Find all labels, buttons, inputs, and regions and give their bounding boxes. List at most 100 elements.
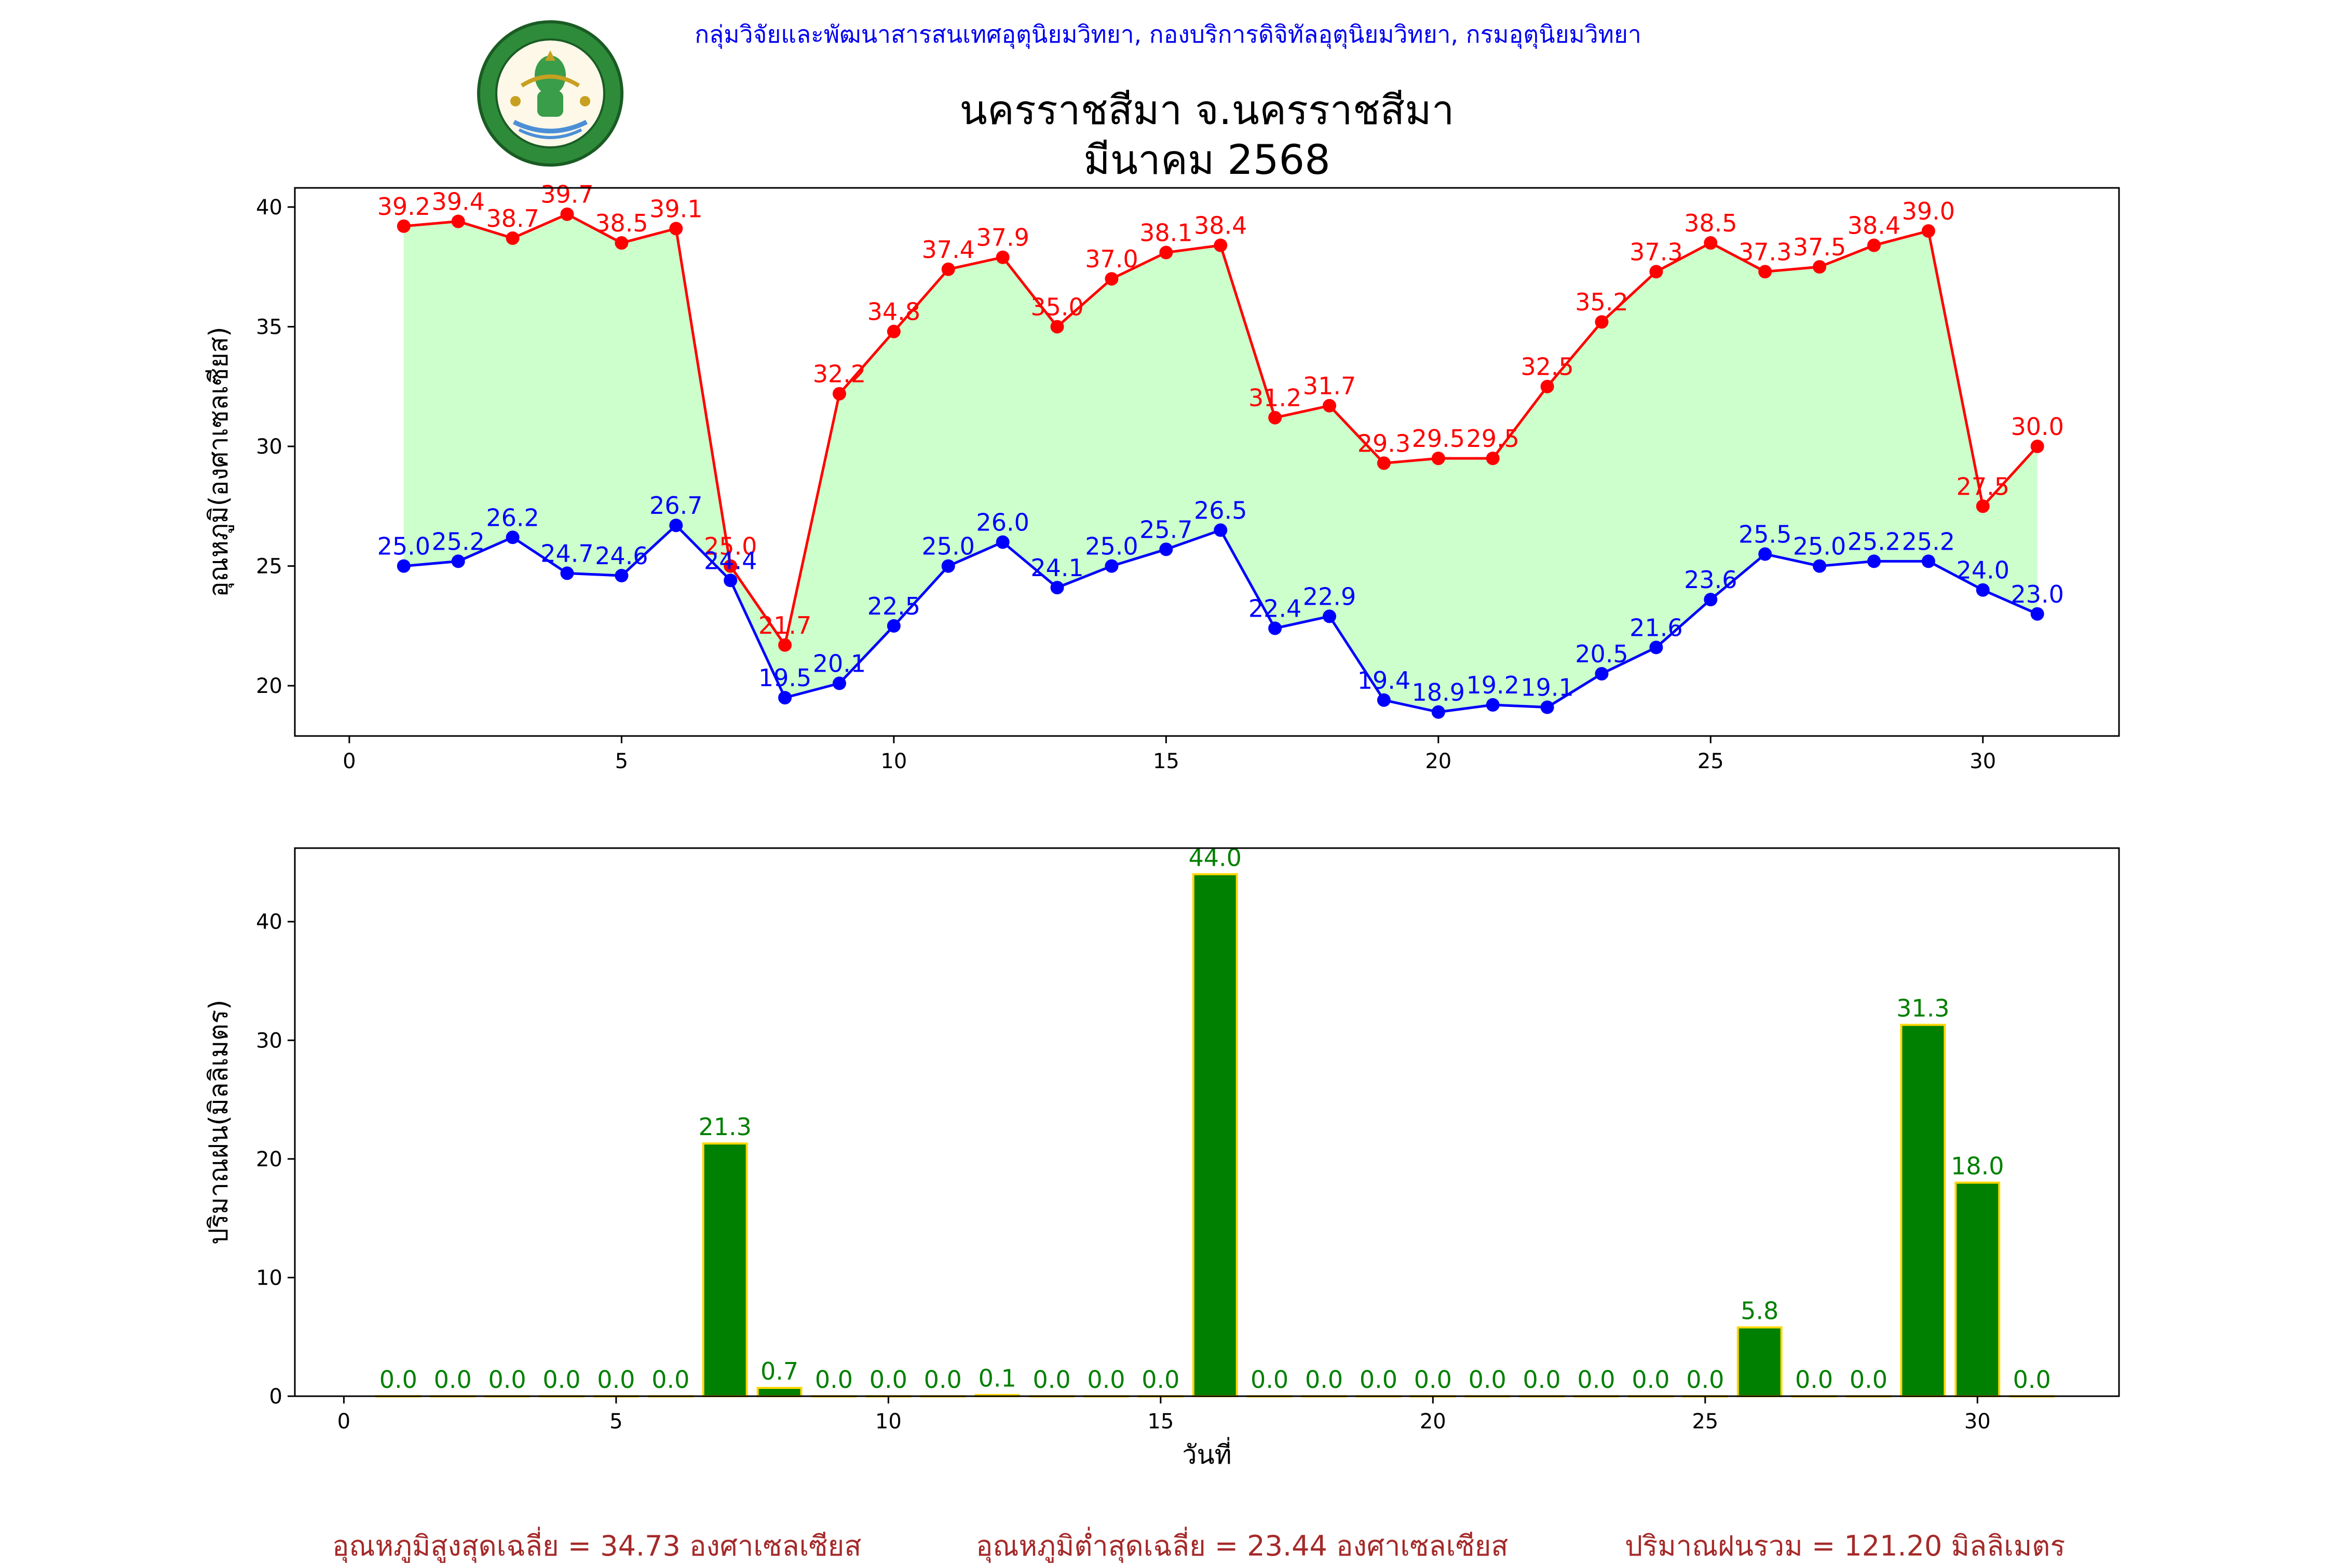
temp-min-label: 25.0 <box>1085 533 1138 561</box>
temp-min-point <box>2030 607 2044 621</box>
temp-min-point <box>1377 693 1391 707</box>
temp-max-point <box>1486 452 1500 466</box>
temp-max-point <box>1921 224 1935 238</box>
rain-x-axis-label: วันที่ <box>1182 1437 1231 1470</box>
temp-min-label: 24.1 <box>1030 554 1083 582</box>
temp-max-point <box>832 387 846 401</box>
rain-x-tick-label: 20 <box>1420 1410 1446 1434</box>
temp-min-point <box>1105 559 1119 573</box>
temp-min-label: 20.1 <box>813 650 866 678</box>
temp-max-point <box>669 222 683 236</box>
temp-max-point <box>397 219 411 233</box>
temp-min-point <box>1595 667 1609 681</box>
rain-value-label: 0.0 <box>1305 1366 1343 1394</box>
rain-y-tick-label: 40 <box>256 910 282 934</box>
rain-value-label: 0.0 <box>1686 1366 1724 1394</box>
temp-max-label: 38.4 <box>1194 212 1247 240</box>
temp-max-label: 27.5 <box>1957 472 2009 500</box>
temp-max-point <box>1976 499 1990 513</box>
temp-min-point <box>1431 705 1445 719</box>
rain-value-label: 0.7 <box>760 1357 798 1385</box>
temp-max-label: 37.3 <box>1739 238 1791 266</box>
temp-max-label: 39.4 <box>431 188 484 216</box>
temp-max-point <box>1649 265 1663 279</box>
temp-min-label: 24.7 <box>540 539 593 567</box>
temp-min-point <box>832 676 846 690</box>
rain-y-tick-label: 30 <box>256 1029 282 1053</box>
temp-min-label: 25.2 <box>431 527 484 555</box>
temp-min-label: 25.0 <box>377 533 430 561</box>
temp-max-point <box>1159 246 1173 260</box>
rain-value-label: 0.0 <box>1795 1366 1833 1394</box>
temp-min-point <box>1214 523 1228 537</box>
rain-value-label: 0.0 <box>924 1366 962 1394</box>
rain-x-tick-label: 15 <box>1147 1410 1174 1434</box>
temp-min-label: 25.5 <box>1739 521 1791 549</box>
temp-min-label: 19.2 <box>1466 671 1519 699</box>
temp-min-point <box>451 554 465 568</box>
rain-bar <box>702 1142 748 1397</box>
temp-min-label: 19.4 <box>1357 666 1410 694</box>
temp-max-point <box>1105 272 1119 286</box>
temp-max-label: 37.3 <box>1629 238 1682 266</box>
rain-value-label: 0.0 <box>870 1366 907 1394</box>
rain-value-label: 0.0 <box>815 1366 853 1394</box>
temp-max-label: 35.0 <box>1030 293 1083 321</box>
temp-max-label: 37.4 <box>922 236 975 264</box>
temp-min-point <box>724 574 738 588</box>
rain-value-label: 0.0 <box>1632 1366 1669 1394</box>
temp-max-point <box>615 236 629 250</box>
temp-max-point <box>778 638 792 652</box>
rain-value-label: 0.0 <box>597 1366 635 1394</box>
rain-value-label: 0.0 <box>1523 1366 1561 1394</box>
temp-max-label: 38.5 <box>1684 209 1737 237</box>
temp-min-point <box>1921 554 1935 568</box>
temp-y-tick-label: 20 <box>256 674 282 698</box>
rain-x-tick-label: 25 <box>1692 1410 1718 1434</box>
meteorological-department-logo <box>477 20 623 167</box>
rain-value-label: 0.0 <box>1360 1366 1397 1394</box>
temp-max-point <box>1323 399 1337 413</box>
temp-min-label: 24.6 <box>595 542 648 570</box>
temp-x-tick-label: 10 <box>880 749 907 773</box>
rain-x-tick-label: 5 <box>609 1410 622 1434</box>
temp-min-point <box>1976 583 1990 597</box>
total-rainfall: ปริมาณฝนรวม = 121.20 มิลลิเมตร <box>1625 1530 2066 1562</box>
rain-value-label: 0.0 <box>434 1366 472 1394</box>
temp-min-label: 25.2 <box>1848 527 1900 555</box>
rain-y-axis-label: ปริมาณฝน(มิลลิเมตร) <box>203 1000 234 1245</box>
temp-max-label: 35.2 <box>1575 288 1628 316</box>
temp-x-tick-label: 25 <box>1697 749 1724 773</box>
temp-max-point <box>1595 315 1609 329</box>
rain-bar <box>1954 1181 2001 1398</box>
temp-min-label: 26.0 <box>976 508 1029 536</box>
rain-value-label: 0.0 <box>651 1366 689 1394</box>
temp-max-point <box>1813 260 1827 274</box>
rain-value-label: 0.0 <box>1577 1366 1615 1394</box>
temp-max-point <box>560 207 574 221</box>
temp-min-label: 25.2 <box>1902 527 1955 555</box>
rain-value-label: 0.0 <box>1142 1366 1179 1394</box>
temp-x-tick-label: 30 <box>1970 749 1996 773</box>
temp-max-label: 34.8 <box>867 298 920 326</box>
temp-max-label: 31.7 <box>1303 372 1356 400</box>
temp-min-point <box>1486 698 1500 712</box>
temp-max-label: 39.0 <box>1902 197 1955 225</box>
temp-min-label: 21.6 <box>1629 613 1682 642</box>
temp-max-label: 38.1 <box>1139 219 1192 247</box>
chart-title: นครราชสีมา จ.นครราชสีมา มีนาคม 2568 <box>0 86 2336 185</box>
temp-min-point <box>506 530 520 544</box>
temp-min-point <box>1704 593 1718 607</box>
rain-x-tick-label: 30 <box>1964 1410 1991 1434</box>
temp-max-label: 37.9 <box>976 224 1029 252</box>
rain-value-label: 31.3 <box>1896 994 1949 1022</box>
temp-min-label: 20.5 <box>1575 640 1628 668</box>
temp-max-label: 29.3 <box>1357 429 1410 457</box>
rain-value-label: 21.3 <box>698 1113 751 1141</box>
temp-max-point <box>1540 379 1554 393</box>
rain-bar <box>756 1387 803 1397</box>
temp-min-label: 19.5 <box>758 664 811 692</box>
temp-min-point <box>941 559 955 573</box>
temp-y-tick-label: 30 <box>256 435 282 459</box>
